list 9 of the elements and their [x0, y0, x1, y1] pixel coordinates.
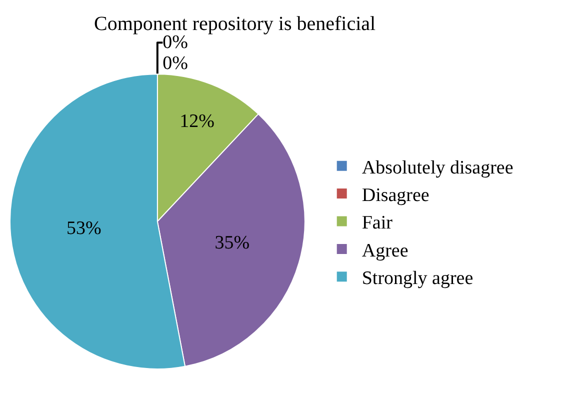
data-label: 53% — [66, 218, 102, 239]
text: 0% — [162, 53, 188, 74]
data-label: 12% — [180, 110, 215, 132]
legend-label: Absolutely disagree — [362, 157, 514, 178]
legend-label: Strongly agree — [362, 268, 474, 290]
legend-label: Fair — [362, 212, 394, 234]
data-label: 35% — [214, 232, 250, 254]
legend-label: Disagree — [362, 184, 430, 206]
legend-label: Agree — [362, 240, 408, 262]
